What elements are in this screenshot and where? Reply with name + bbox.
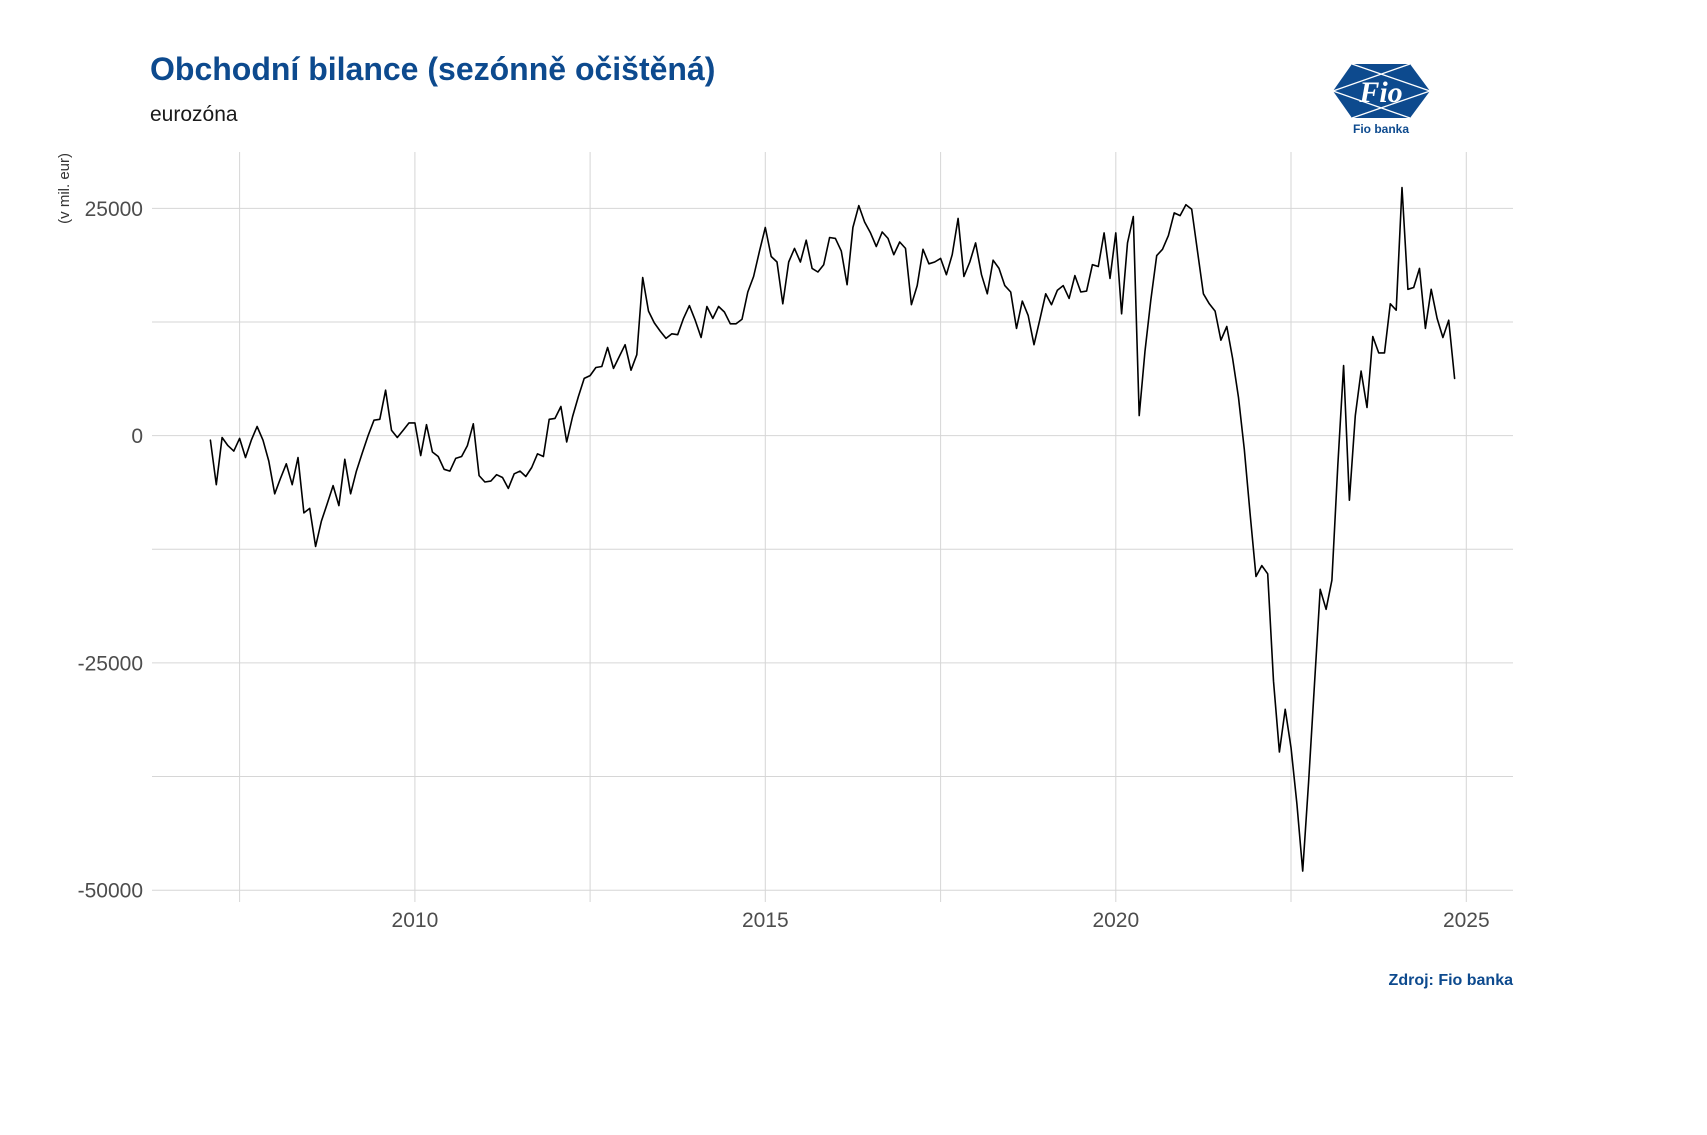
source-credit: Zdroj: Fio banka: [1389, 972, 1514, 989]
x-tick-label: 2020: [1092, 909, 1139, 932]
y-tick-label: -25000: [78, 652, 143, 675]
series-layer: [209, 186, 1456, 872]
y-tick-label: 0: [131, 425, 143, 448]
chart-subtitle: eurozóna: [150, 103, 238, 126]
y-tick-label: 25000: [85, 198, 143, 221]
logo-flag: [1333, 64, 1430, 118]
logo-mark-text: Fio: [1358, 76, 1402, 109]
y-axis-title: (v mil. eur): [56, 153, 73, 224]
logo-name: Fio banka: [1353, 122, 1409, 136]
chart-title: Obchodní bilance (sezónně očištěná): [150, 51, 715, 87]
x-tick-label: 2015: [742, 909, 789, 932]
x-tick-label: 2025: [1443, 909, 1490, 932]
y-tick-labels: 25000 0 -25000 -50000: [78, 198, 143, 903]
fio-banka-logo: Fio Fio banka: [1331, 63, 1432, 136]
series-line: [209, 186, 1456, 872]
logo-stripe: [1351, 63, 1432, 119]
x-tick-label: 2010: [392, 909, 439, 932]
logo-stripe: [1331, 63, 1411, 119]
grid-minor: [152, 152, 1513, 902]
x-tick-labels: 2010 2015 2020 2025: [392, 909, 1490, 932]
grid-major: [152, 152, 1513, 902]
y-tick-label: -50000: [78, 880, 143, 903]
